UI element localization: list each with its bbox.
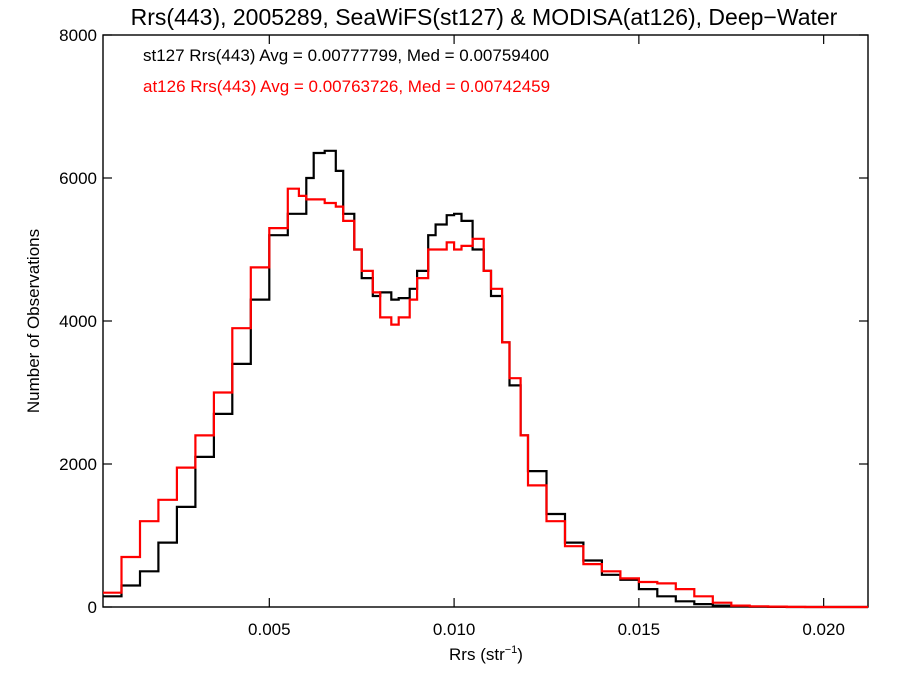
y-axis-label: Number of Observations xyxy=(24,229,43,413)
plot-area-frame xyxy=(102,34,869,608)
series-layer xyxy=(103,149,868,609)
y-tick-label: 0 xyxy=(88,598,97,617)
x-axis-label-end: ) xyxy=(517,645,523,664)
axis-ticks: 0.005 0.010 0.015 0.020 0 2000 4000 6000 8000 xyxy=(59,26,868,639)
x-tick-label: 0.015 xyxy=(618,620,661,639)
y-tick-label: 4000 xyxy=(59,312,97,331)
x-tick-label: 0.010 xyxy=(433,620,476,639)
x-axis-label: Rrs (str−1) xyxy=(449,644,523,664)
y-tick-label: 8000 xyxy=(59,26,97,45)
y-tick-label: 6000 xyxy=(59,169,97,188)
x-axis-label-main: Rrs (str xyxy=(449,645,505,664)
chart-title: Rrs(443), 2005289, SeaWiFS(st127) & MODI… xyxy=(131,4,838,30)
legend-entry-at126: at126 Rrs(443) Avg = 0.00763726, Med = 0… xyxy=(143,77,550,96)
x-axis-label-superscript: −1 xyxy=(505,644,518,656)
x-tick-label: 0.005 xyxy=(248,620,291,639)
series-line-st127 xyxy=(103,149,868,609)
legend-entry-st127: st127 Rrs(443) Avg = 0.00777799, Med = 0… xyxy=(143,46,549,65)
series-line-at126 xyxy=(103,187,868,609)
x-tick-label: 0.020 xyxy=(802,620,845,639)
y-tick-label: 2000 xyxy=(59,455,97,474)
